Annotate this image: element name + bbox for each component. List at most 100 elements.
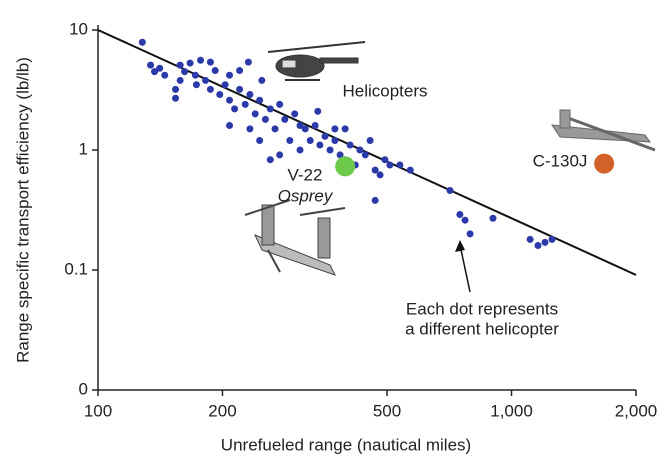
data-point [291,110,299,118]
data-point [241,100,249,108]
data-point [226,96,234,104]
data-point [216,91,224,99]
x-tick-label: 100 [84,401,112,420]
data-point [151,68,159,76]
data-point [594,153,615,174]
data-point [396,161,404,169]
y-tick-label: 1 [79,139,88,158]
data-point [456,211,464,219]
data-point [176,61,184,69]
data-point [147,61,155,69]
data-point [172,85,180,93]
data-point [301,125,309,133]
data-point [231,105,239,113]
data-point [172,94,180,102]
data-point [186,59,194,67]
data-point [226,71,234,79]
data-point [281,115,289,123]
data-point [261,115,269,123]
x-tick-label: 1,000 [490,401,533,420]
data-point [256,96,264,104]
data-point [406,166,414,174]
x-tick-label: 500 [373,401,401,420]
x-axis-label: Unrefueled range (nautical miles) [221,435,471,454]
data-point [246,125,254,133]
data-point [461,216,469,224]
c130-icon [550,109,656,152]
data-point [276,151,284,159]
data-point [306,136,314,144]
data-point [236,66,244,74]
annotation: V-22 [288,165,323,184]
data-point [331,136,339,144]
data-point [371,196,379,204]
annotation: Osprey [278,186,334,205]
data-point [202,76,210,84]
arrow-head [455,240,465,252]
x-tick-label: 2,000 [615,401,658,420]
data-point [191,71,199,79]
data-point [258,76,266,84]
data-point [381,156,389,164]
data-point [192,81,200,89]
data-point [335,156,356,177]
data-point [296,146,304,154]
data-point [138,38,146,46]
data-point [246,91,254,99]
data-point [206,85,214,93]
data-point [346,141,354,149]
data-point [181,68,189,76]
data-point [316,141,324,149]
y-axis-label: Range specific transport efficiency (lb/… [13,57,32,363]
data-point [548,235,556,243]
data-point [326,146,334,154]
y-tick-label: 0 [79,379,88,398]
data-point [206,58,214,66]
annotation-arrow [459,244,471,293]
data-point [266,105,274,113]
data-point [371,166,379,174]
annotation: a different helicopter [405,319,559,338]
data-point [251,110,259,118]
data-point [244,58,252,66]
helicopter-icon [267,41,366,81]
y-tick-label: 0.1 [64,259,88,278]
data-point [286,136,294,144]
data-point [336,151,344,159]
data-point [386,161,394,169]
annotation: Helicopters [342,81,427,100]
annotation: Each dot represents [406,299,558,318]
data-point [266,156,274,164]
data-point [161,71,169,79]
data-point [311,122,319,130]
data-point [466,230,474,238]
data-point [541,238,549,246]
data-point [446,186,454,194]
data-point [271,125,279,133]
data-point [276,100,284,108]
data-point [376,171,384,179]
data-point [331,125,339,133]
data-point [156,64,164,72]
annotation: C-130J [533,151,588,170]
data-point [211,66,219,74]
osprey-icon [244,199,346,276]
data-point [321,132,329,140]
data-point [296,122,304,130]
data-point [489,214,497,222]
data-point [361,151,369,159]
data-point [341,125,349,133]
data-point [236,85,244,93]
data-point [534,242,542,250]
data-point [197,56,205,64]
x-tick-label: 200 [208,401,236,420]
data-point [226,122,234,130]
data-point [366,136,374,144]
y-tick-label: 10 [69,19,88,38]
data-point [356,146,364,154]
data-point [314,107,322,115]
data-point [221,81,229,89]
data-point [176,76,184,84]
data-point [526,235,534,243]
